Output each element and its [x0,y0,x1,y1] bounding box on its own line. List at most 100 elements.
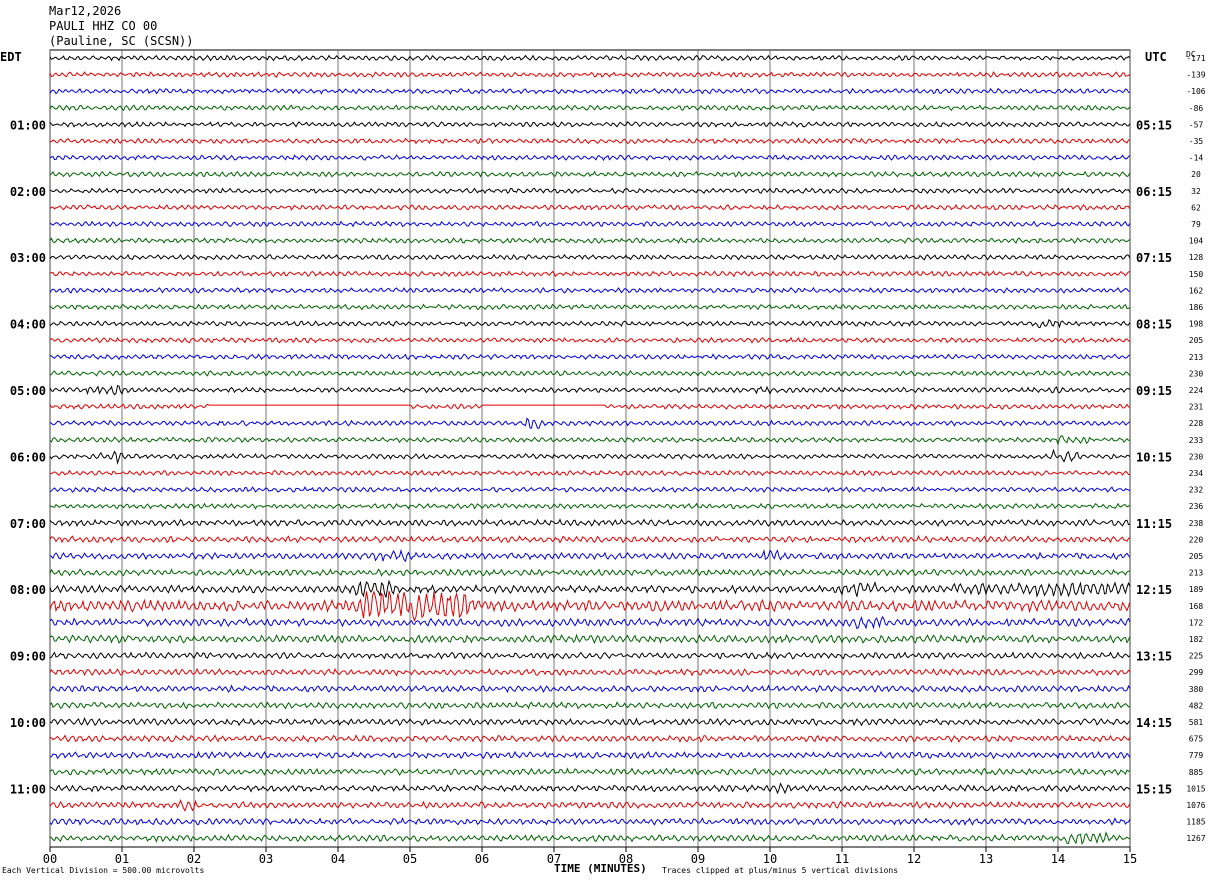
utc-hour-label: 09:15 [1136,384,1172,398]
trace-line [49,154,1131,162]
trace-line [49,403,1131,410]
dc-offset-label: 231 [1189,403,1204,412]
trace-line [49,137,1130,145]
dc-offset-label: 225 [1189,652,1204,661]
trace-line [49,717,1131,727]
x-tick-label: 15 [1123,852,1137,866]
trace-line [49,667,1131,677]
x-tick-label: 01 [115,852,129,866]
trace-line [49,534,1131,544]
x-tick-label: 12 [907,852,921,866]
x-tick-label: 08 [619,852,633,866]
dc-offset-label: 79 [1191,220,1201,229]
trace-line [49,435,1130,446]
seismic-traces [49,54,1131,846]
station-location: (Pauline, SC (SCSN)) [49,34,194,48]
dc-offset-label: -106 [1186,87,1205,96]
trace-line [49,237,1131,245]
trace-line [49,220,1131,228]
edt-hour-label: 05:00 [10,384,46,398]
trace-line [49,750,1131,760]
dc-offset-label: 213 [1189,353,1204,362]
dc-offset-label: 32 [1191,187,1201,196]
dc-offset-label: -139 [1186,71,1205,80]
utc-hour-label: 06:15 [1136,185,1172,199]
trace-line [49,684,1131,694]
trace-line [49,253,1131,261]
minute-grid [49,49,1131,852]
trace-line [49,203,1131,211]
scale-note: Each Vertical Division = 500.00 microvol… [2,866,205,875]
trace-line [49,485,1131,494]
dc-offset-label: 168 [1189,602,1204,611]
dc-offset-label: 224 [1189,386,1204,395]
plot-frame [49,49,1131,848]
edt-hour-label: 07:00 [10,517,46,531]
dc-offset-label: 1185 [1186,818,1205,827]
trace-line [49,286,1131,294]
trace-line [49,579,1131,598]
trace-line [49,353,1131,361]
trace-line [49,469,1130,477]
dc-offset-label: 62 [1191,203,1201,212]
trace-line [49,170,1131,178]
trace-line [49,701,1131,710]
x-tick-label: 05 [403,852,417,866]
utc-hour-label: 08:15 [1136,318,1172,332]
trace-line [49,187,1131,195]
dc-offset-label: 236 [1189,502,1204,511]
dc-offset-label: 162 [1189,286,1204,295]
edt-hour-label: 04:00 [10,318,46,332]
x-tick-label: 07 [547,852,561,866]
trace-line [49,767,1131,777]
utc-hour-label: 11:15 [1136,517,1172,531]
dc-offset-label: -57 [1189,120,1204,129]
utc-hour-label: 05:15 [1136,118,1172,132]
dc-offset-label: 779 [1189,751,1204,760]
trace-line [49,120,1131,128]
dc-offset-label: 675 [1189,735,1204,744]
dc-offset-label: 228 [1189,419,1204,428]
dc-offset-label: 581 [1189,718,1204,727]
trace-line [49,782,1131,795]
dc-offset-label: -171 [1186,54,1205,63]
trace-line [49,71,1131,79]
x-tick-label: 00 [43,852,57,866]
edt-hour-label: 09:00 [10,650,46,664]
dc-offset-label: 20 [1191,170,1201,179]
x-tick-label: 10 [763,852,777,866]
dc-offset-label: 205 [1189,336,1204,345]
edt-hour-label: 03:00 [10,251,46,265]
dc-offset-label: 1076 [1186,801,1205,810]
dc-offset-label: 299 [1189,668,1204,677]
dc-offset-label: 380 [1189,685,1204,694]
utc-hour-label: 07:15 [1136,251,1172,265]
edt-hour-label: 10:00 [10,716,46,730]
x-tick-label: 06 [475,852,489,866]
utc-axis-title: UTC [1145,50,1167,64]
dc-offset-label: 1267 [1186,834,1205,843]
trace-line [49,318,1131,329]
edt-hour-label: 11:00 [10,782,46,796]
dc-axis-title: DC [1186,50,1196,59]
trace-line [49,336,1131,344]
trace-line [49,87,1131,95]
x-tick-label: 03 [259,852,273,866]
trace-line [49,502,1131,510]
dc-offset-label: -35 [1189,137,1204,146]
dc-offset-label: 128 [1189,253,1204,262]
edt-axis-title: EDT [0,50,22,64]
trace-line [49,651,1131,660]
dc-offset-label: 238 [1189,519,1204,528]
dc-offset-label: 230 [1189,369,1204,378]
dc-offset-label: 172 [1189,618,1204,627]
dc-offset-label: -14 [1189,154,1204,163]
dc-offset-label: 205 [1189,552,1204,561]
dc-offset-label: 233 [1189,436,1204,445]
edt-hour-label: 06:00 [10,450,46,464]
trace-line [49,734,1131,743]
x-tick-label: 04 [331,852,345,866]
trace-line [49,831,1131,846]
utc-hour-label: 12:15 [1136,583,1172,597]
dc-offset-label: 189 [1189,585,1204,594]
